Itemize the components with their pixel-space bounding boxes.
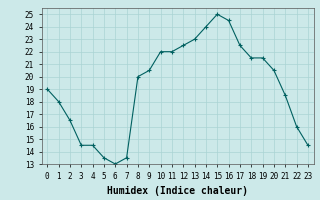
X-axis label: Humidex (Indice chaleur): Humidex (Indice chaleur) (107, 186, 248, 196)
